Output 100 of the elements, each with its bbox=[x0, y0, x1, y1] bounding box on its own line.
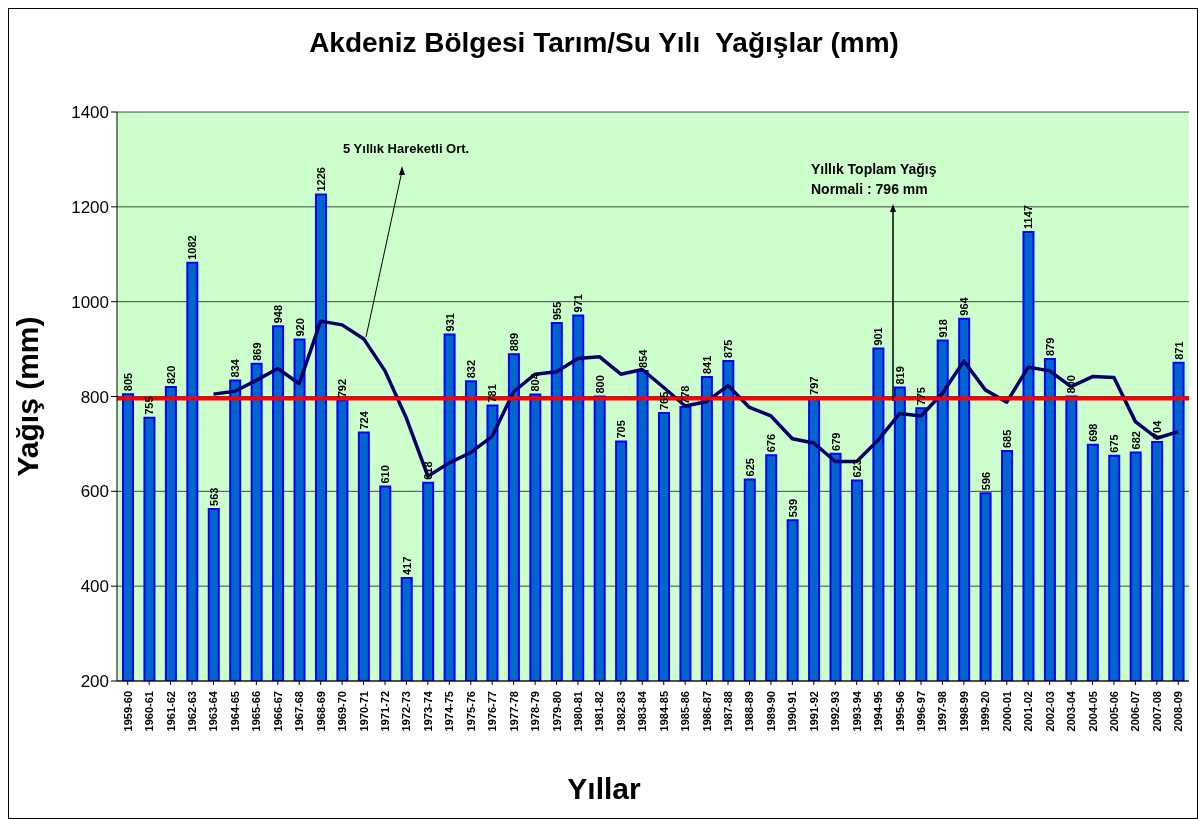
x-tick-label: 2002-03 bbox=[1043, 691, 1056, 732]
data-label: 797 bbox=[808, 376, 821, 395]
x-tick-label: 1995-96 bbox=[893, 691, 906, 732]
data-label: 955 bbox=[550, 301, 563, 320]
x-tick-label: 1967-68 bbox=[293, 691, 306, 732]
data-label: 871 bbox=[1172, 341, 1185, 360]
x-tick-label: 2003-04 bbox=[1065, 690, 1078, 732]
x-tick-label: 2005-06 bbox=[1107, 691, 1120, 732]
x-axis-title: Yıllar bbox=[566, 772, 642, 806]
x-tick-label: 1959-60 bbox=[121, 691, 134, 732]
x-tick-label: 2008-09 bbox=[1172, 691, 1185, 732]
x-tick-label: 1970-71 bbox=[357, 691, 370, 732]
x-tick-label: 1974-75 bbox=[443, 691, 456, 732]
y-tick-label: 400 bbox=[80, 577, 109, 597]
data-label: 869 bbox=[250, 342, 263, 361]
x-tick-label: 1982-83 bbox=[614, 691, 627, 732]
x-tick-label: 1968-69 bbox=[314, 691, 327, 732]
data-label: 879 bbox=[1043, 337, 1056, 357]
x-tick-label: 1990-91 bbox=[786, 691, 799, 732]
x-tick-label: 1999-20 bbox=[979, 691, 992, 732]
x-tick-label: 1971-72 bbox=[379, 691, 391, 732]
data-label: 724 bbox=[357, 410, 370, 430]
y-tick-label: 600 bbox=[80, 482, 109, 502]
y-tick-label: 1400 bbox=[71, 103, 109, 123]
x-tick-label: 2007-08 bbox=[1150, 691, 1163, 732]
data-label: 679 bbox=[829, 432, 842, 451]
x-tick-label: 2000-01 bbox=[1000, 691, 1013, 732]
data-label: 1226 bbox=[314, 167, 327, 192]
data-label: 675 bbox=[1108, 434, 1121, 453]
x-tick-label: 1966-67 bbox=[271, 691, 284, 732]
data-label: 610 bbox=[379, 465, 392, 484]
data-label: 705 bbox=[615, 420, 628, 439]
x-tick-label: 1973-74 bbox=[421, 690, 434, 732]
data-label: 775 bbox=[915, 386, 928, 406]
data-label: 1147 bbox=[1022, 205, 1035, 229]
x-tick-label: 1979-80 bbox=[550, 691, 563, 732]
x-tick-label: 1975-76 bbox=[464, 691, 477, 732]
x-tick-label: 1964-65 bbox=[228, 691, 241, 732]
x-tick-label: 1992-93 bbox=[829, 691, 842, 732]
data-label: 417 bbox=[400, 556, 413, 576]
data-label: 841 bbox=[700, 355, 713, 375]
x-tick-label: 1988-89 bbox=[743, 691, 756, 732]
chart-title: Akdeniz Bölgesi Tarım/Su Yılı Yağışlar (mm) bbox=[308, 27, 900, 59]
data-label: 971 bbox=[572, 294, 585, 313]
x-tick-label: 1996-97 bbox=[915, 691, 927, 732]
data-label: 676 bbox=[765, 433, 778, 453]
x-tick-label: 1981-82 bbox=[593, 691, 606, 732]
y-axis-title: Yağış (mm) bbox=[10, 316, 44, 477]
data-label: 931 bbox=[443, 313, 456, 332]
x-tick-label: 1962-63 bbox=[186, 691, 199, 732]
data-label: 920 bbox=[293, 318, 306, 337]
x-tick-label: 1994-95 bbox=[872, 691, 885, 732]
data-label: 918 bbox=[936, 319, 949, 338]
data-label: 820 bbox=[164, 365, 177, 385]
data-label: 625 bbox=[743, 458, 756, 477]
data-label: 1082 bbox=[186, 235, 199, 260]
data-label: 792 bbox=[336, 378, 349, 398]
data-label: 854 bbox=[636, 348, 649, 368]
x-tick-label: 1963-64 bbox=[207, 690, 220, 732]
x-tick-label: 1961-62 bbox=[164, 691, 177, 732]
x-tick-label: 1997-98 bbox=[936, 691, 949, 732]
x-tick-label: 1993-94 bbox=[850, 690, 863, 732]
x-tick-label: 1972-73 bbox=[400, 691, 413, 732]
data-label: 685 bbox=[1001, 429, 1014, 449]
data-label: 704 bbox=[1151, 419, 1164, 440]
y-tick-label: 800 bbox=[80, 387, 109, 407]
data-label: 948 bbox=[272, 304, 285, 324]
x-tick-label: 1989-90 bbox=[764, 691, 777, 732]
x-tick-label: 1991-92 bbox=[807, 691, 820, 732]
data-label: 805 bbox=[122, 372, 134, 392]
x-tick-label: 1987-88 bbox=[722, 691, 735, 732]
ref-line-label: Yıllık Toplam Yağış Normali : 796 mm bbox=[811, 160, 937, 199]
x-tick-label: 2006-07 bbox=[1129, 691, 1142, 732]
data-label: 804 bbox=[529, 372, 542, 392]
data-label: 755 bbox=[143, 396, 156, 415]
x-tick-label: 1978-79 bbox=[529, 691, 542, 732]
data-label: 832 bbox=[465, 359, 478, 379]
data-label: 889 bbox=[507, 332, 520, 352]
data-label: 778 bbox=[679, 385, 692, 404]
x-tick-label: 2001-02 bbox=[1022, 691, 1035, 732]
x-tick-label: 1998-99 bbox=[957, 691, 970, 732]
x-tick-label: 1985-86 bbox=[679, 691, 692, 732]
data-label: 875 bbox=[722, 339, 735, 358]
y-tick-label: 1000 bbox=[71, 292, 109, 312]
data-label: 800 bbox=[1065, 375, 1078, 394]
data-label: 618 bbox=[422, 461, 435, 480]
x-tick-label: 1965-66 bbox=[250, 691, 263, 732]
data-label: 901 bbox=[872, 327, 885, 346]
data-label: 563 bbox=[207, 487, 220, 506]
data-label: 623 bbox=[850, 459, 863, 478]
data-label: 819 bbox=[893, 366, 906, 385]
x-tick-label: 1980-81 bbox=[571, 691, 584, 732]
data-label: 765 bbox=[658, 391, 670, 411]
x-tick-label: 1983-84 bbox=[636, 690, 649, 732]
data-label: 698 bbox=[1086, 423, 1099, 442]
y-tick-label: 200 bbox=[80, 672, 109, 692]
data-label: 781 bbox=[486, 384, 499, 403]
data-label: 964 bbox=[958, 296, 971, 316]
data-label: 539 bbox=[786, 498, 799, 518]
x-tick-label: 1969-70 bbox=[336, 691, 349, 732]
